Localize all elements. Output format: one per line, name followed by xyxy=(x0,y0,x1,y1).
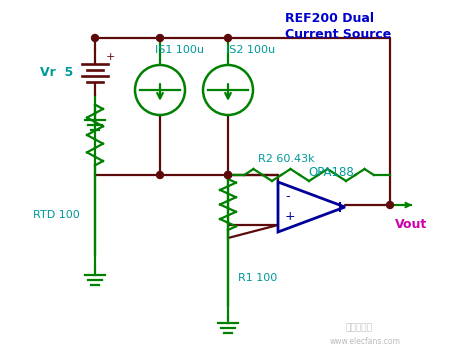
Text: OPA188: OPA188 xyxy=(308,165,354,179)
Circle shape xyxy=(157,34,164,42)
Text: IS2 100u: IS2 100u xyxy=(226,45,275,55)
Text: +: + xyxy=(105,53,115,62)
Text: REF200 Dual: REF200 Dual xyxy=(285,12,374,25)
Text: -: - xyxy=(285,191,290,203)
Circle shape xyxy=(387,202,394,208)
Text: Vout: Vout xyxy=(395,218,427,231)
Text: RTD 100: RTD 100 xyxy=(33,210,80,220)
Text: Current Source: Current Source xyxy=(285,28,391,41)
Text: R2 60.43k: R2 60.43k xyxy=(258,154,315,164)
Text: R1 100: R1 100 xyxy=(238,273,277,283)
Text: Vr  5: Vr 5 xyxy=(40,66,73,78)
Circle shape xyxy=(225,171,231,179)
Circle shape xyxy=(91,34,98,42)
Text: www.elecfans.com: www.elecfans.com xyxy=(330,338,401,346)
Text: 电子发烧友: 电子发烧友 xyxy=(345,323,372,333)
Text: +: + xyxy=(285,211,296,224)
Text: IS1 100u: IS1 100u xyxy=(155,45,204,55)
Circle shape xyxy=(225,34,231,42)
Circle shape xyxy=(225,171,231,179)
Circle shape xyxy=(157,171,164,179)
